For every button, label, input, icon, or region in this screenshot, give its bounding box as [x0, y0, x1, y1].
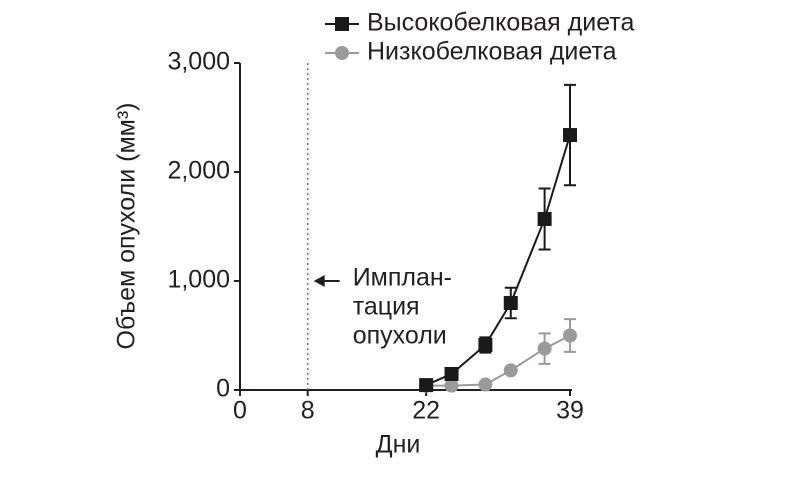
marker: [503, 363, 518, 378]
legend-label: Низкобелковая диета: [367, 38, 617, 66]
x-axis-label: Дни: [376, 431, 421, 459]
annotation-arrowhead: [313, 275, 325, 287]
marker: [478, 337, 493, 352]
legend-marker: [335, 46, 349, 60]
x-tick-label: 8: [301, 397, 315, 425]
marker: [444, 366, 459, 381]
marker: [503, 296, 518, 311]
x-tick-label: 39: [556, 397, 584, 425]
y-tick-label: 0: [216, 375, 230, 403]
x-tick-label: 0: [233, 397, 247, 425]
marker: [478, 377, 493, 392]
marker: [444, 378, 459, 393]
y-tick-label: 3,000: [167, 48, 230, 76]
annotation: опухоли: [353, 322, 447, 350]
marker: [563, 328, 577, 343]
marker: [537, 211, 552, 226]
y-axis-label: Объем опухоли (мм³): [113, 103, 141, 350]
y-tick-label: 2,000: [167, 157, 230, 185]
marker: [419, 378, 434, 393]
legend-label: Высокобелковая диета: [367, 9, 634, 37]
annotation: тация: [353, 293, 420, 321]
annotation: Имплан-: [353, 264, 452, 292]
y-tick-label: 1,000: [167, 266, 230, 294]
marker: [563, 128, 577, 143]
marker: [537, 341, 552, 356]
legend-marker: [335, 17, 349, 31]
x-tick-label: 22: [412, 397, 440, 425]
